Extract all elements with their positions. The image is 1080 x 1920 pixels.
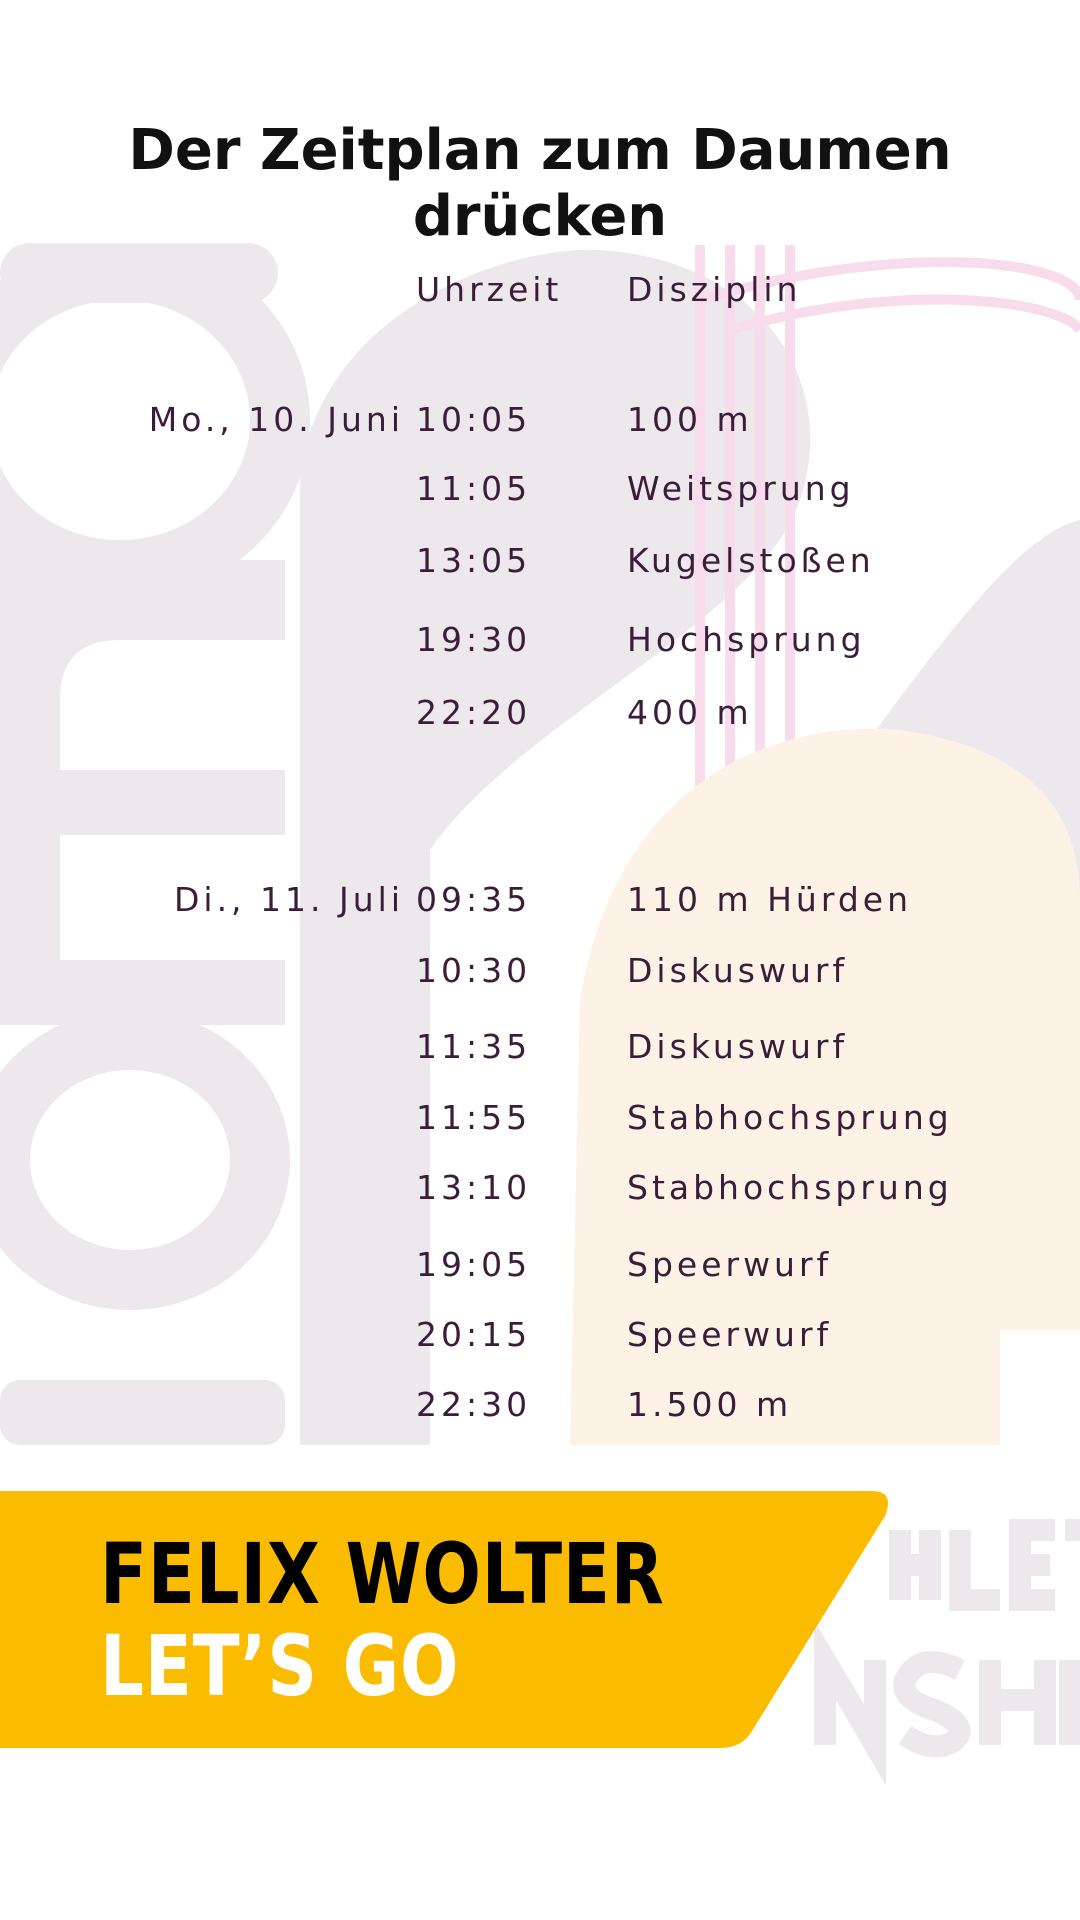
row-time: 22:20 xyxy=(416,693,532,732)
banner-slogan: LET’S GO xyxy=(100,1617,460,1715)
row-discipline: 100 m xyxy=(627,400,753,439)
row-time: 13:05 xyxy=(416,541,532,580)
row-time: 10:30 xyxy=(416,951,532,990)
row-date: Di., 11. Juli xyxy=(173,880,404,919)
row-time: 11:55 xyxy=(416,1098,532,1137)
row-discipline: Kugelstoßen xyxy=(627,541,875,580)
row-discipline: Diskuswurf xyxy=(627,1027,849,1066)
header-time: Uhrzeit xyxy=(416,270,563,309)
row-time: 09:35 xyxy=(416,880,532,919)
row-discipline: 1.500 m xyxy=(627,1385,793,1424)
row-discipline: Stabhochsprung xyxy=(627,1168,953,1207)
row-time: 11:05 xyxy=(416,469,532,508)
row-discipline: Speerwurf xyxy=(627,1245,833,1284)
row-time: 11:35 xyxy=(416,1027,532,1066)
row-time: 13:10 xyxy=(416,1168,532,1207)
row-time: 20:15 xyxy=(416,1315,532,1354)
page-title: Der Zeitplan zum Daumen drücken xyxy=(128,118,952,249)
row-discipline: Speerwurf xyxy=(627,1315,833,1354)
row-discipline: 110 m Hürden xyxy=(627,880,912,919)
roma-watermark-shapes xyxy=(0,243,310,1445)
row-time: 19:05 xyxy=(416,1245,532,1284)
orange-two-watermark xyxy=(570,728,1080,1445)
two-watermark xyxy=(300,249,811,1445)
row-time: 22:30 xyxy=(416,1385,532,1424)
row-discipline: Hochsprung xyxy=(627,620,866,659)
championships-watermark-shapes xyxy=(814,1519,1080,1786)
row-date: Mo., 10. Juni xyxy=(148,400,404,439)
header-discipline: Disziplin xyxy=(627,270,802,309)
banner-name: FELIX WOLTER xyxy=(100,1525,665,1623)
row-discipline: Stabhochsprung xyxy=(627,1098,953,1137)
row-discipline: Diskuswurf xyxy=(627,951,849,990)
yellow-banner xyxy=(0,1491,889,1748)
row-discipline: 400 m xyxy=(627,693,753,732)
row-time: 19:30 xyxy=(416,620,532,659)
row-time: 10:05 xyxy=(416,400,532,439)
row-discipline: Weitsprung xyxy=(627,469,855,508)
